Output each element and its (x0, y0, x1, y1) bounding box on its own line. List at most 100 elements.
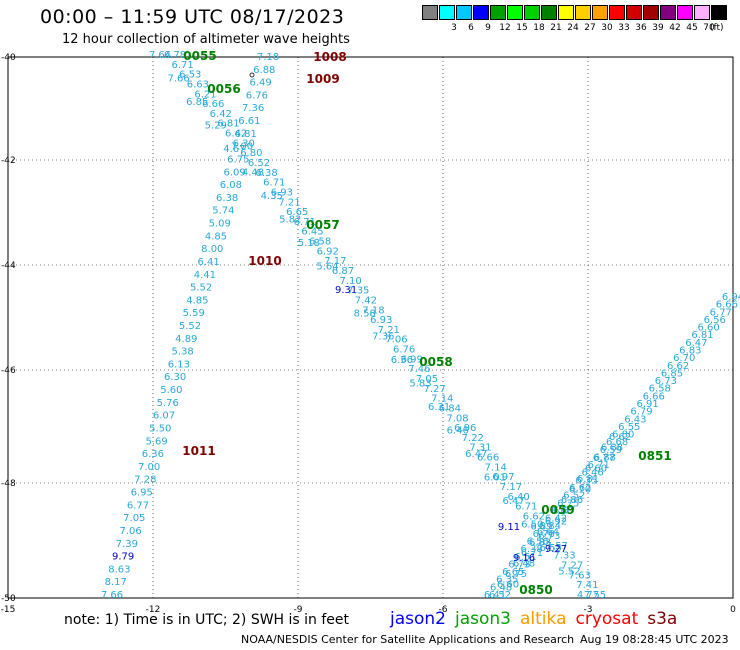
swh-value: 5.52 (179, 321, 201, 332)
swh-value: 6.92 (317, 246, 339, 257)
swh-value: 7.06 (385, 335, 407, 346)
swh-value: 6.88 (594, 453, 616, 464)
swh-value: 6.81 (691, 330, 713, 341)
swh-value: 5.83 (409, 379, 431, 390)
swh-value: 7.36 (372, 332, 394, 343)
legend-swatch (660, 5, 676, 20)
swh-value: 7.14 (485, 462, 507, 473)
swh-value: 6.36 (142, 449, 164, 460)
swh-value: 7.18 (362, 305, 384, 316)
swh-value: 6.79 (630, 407, 652, 418)
swh-value: 6.35 (496, 575, 518, 586)
pass-time-label: 1010 (248, 254, 281, 268)
legend-label: 21 (550, 23, 562, 33)
latitude-label: -46 (1, 366, 16, 376)
latitude-label: -40 (1, 53, 16, 63)
swh-value: 6.42 (225, 129, 247, 140)
swh-value: 6.50 (521, 520, 543, 531)
satellite-name: jason3 (455, 609, 511, 629)
latitude-label: -42 (1, 156, 16, 166)
swh-value: 6.46 (447, 426, 469, 437)
swh-value: 6.21 (194, 89, 216, 100)
swh-value: 6.71 (588, 460, 610, 471)
swh-value: 7.17 (500, 482, 522, 493)
swh-value: 7.10 (339, 276, 361, 287)
swh-value: 6.09 (223, 167, 245, 178)
swh-value: 6.30 (164, 372, 186, 383)
swh-value: 6.70 (673, 353, 695, 364)
swh-value: 5.52 (558, 567, 580, 578)
swh-value: 5.18 (298, 238, 320, 249)
swh-value: 7.05 (123, 513, 145, 524)
swh-value: 5.29 (205, 120, 227, 131)
legend-label: 70 (703, 23, 715, 33)
satellite-name: altika (520, 609, 567, 629)
legend-swatch (694, 5, 710, 20)
legend-swatch (575, 5, 591, 20)
legend-swatch (473, 5, 489, 20)
swh-value: 7.42 (355, 296, 377, 307)
swh-value: 6.85 (186, 97, 208, 108)
swh-value: 6.71 (515, 502, 537, 513)
swh-value: 6.86 (561, 495, 583, 506)
swh-value: 8.00 (201, 244, 223, 255)
swh-value: 6.65 (502, 567, 524, 578)
legend-label: 9 (485, 23, 491, 33)
swh-value: 6.41 (484, 590, 506, 601)
legend-swatch (711, 5, 727, 20)
pass-time-label: 0059 (541, 503, 574, 517)
swh-value: 9.79 (112, 552, 134, 563)
swh-value: 6.47 (502, 496, 524, 507)
swh-value: 4.89 (175, 334, 197, 345)
swh-value: 6.76 (393, 345, 415, 356)
swh-value: 7.06 (119, 526, 141, 537)
swh-value: 6.93 (370, 315, 392, 326)
satellite-name: s3a (647, 609, 678, 629)
swh-value: 6.70 (533, 529, 555, 540)
swh-value: 6.51 (514, 552, 536, 563)
swh-value: 6.80 (612, 430, 634, 441)
legend-swatch (456, 5, 472, 20)
satellite-name: jason2 (390, 609, 446, 629)
legend-swatch (524, 5, 540, 20)
swh-value: 4.85 (186, 295, 208, 306)
swh-value: 6.95 (131, 488, 153, 499)
swh-value: 6.89 (530, 521, 552, 532)
swh-value: 6.62 (569, 483, 591, 494)
swh-value: 6.08 (220, 180, 242, 191)
legend-label: 18 (533, 23, 545, 33)
swh-value: 7.17 (324, 256, 346, 267)
swh-value: 6.92 (545, 516, 567, 527)
swh-value: 7.39 (116, 539, 138, 550)
legend-swatch (643, 5, 659, 20)
swh-value: 6.38 (255, 168, 277, 179)
swh-value: 6.56 (704, 315, 726, 326)
swh-value: 6.75 (227, 155, 249, 166)
swh-value: 7.46 (408, 364, 430, 375)
legend-label: 15 (516, 23, 528, 33)
swh-value: 6.53 (179, 70, 201, 81)
swh-value-highlight: 9.11 (498, 522, 520, 533)
legend-swatch (439, 5, 455, 20)
pass-time-label: 0850 (519, 583, 552, 597)
swh-value: 6.75 (505, 569, 527, 580)
latitude-label: -48 (1, 479, 16, 489)
swh-value: 6.49 (249, 78, 271, 89)
swh-value: 6.46 (581, 468, 603, 479)
legend-label: 6 (468, 23, 474, 33)
swh-value: 6.35 (575, 475, 597, 486)
legend-unit-label: (ft) (710, 23, 724, 33)
swh-value: 7.64 (149, 50, 171, 61)
longitude-label: -15 (1, 605, 16, 615)
swh-value: 6.31 (428, 402, 450, 413)
swh-value: 6.58 (309, 237, 331, 248)
swh-value: 6.84 (439, 404, 461, 415)
swh-value: 7.31 (469, 443, 491, 454)
swh-value: 7.36 (242, 103, 264, 114)
latitude-label: -44 (1, 261, 16, 271)
swh-value: 4.67 (223, 144, 245, 155)
map-frame (7, 56, 734, 599)
legend-swatch (677, 5, 693, 20)
swh-value: 6.66 (202, 99, 224, 110)
